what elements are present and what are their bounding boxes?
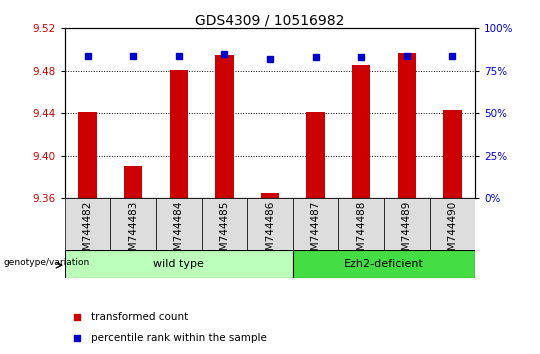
Bar [215, 55, 233, 198]
Text: GSM744482: GSM744482 [83, 201, 92, 264]
Text: GSM744487: GSM744487 [310, 201, 321, 264]
Bar [78, 112, 97, 198]
Bar [65, 198, 110, 250]
Bar [293, 250, 475, 278]
Bar [124, 166, 143, 198]
Bar [170, 70, 188, 198]
Title: GDS4309 / 10516982: GDS4309 / 10516982 [195, 13, 345, 27]
Text: GSM744489: GSM744489 [402, 201, 412, 264]
Text: wild type: wild type [153, 259, 204, 269]
Bar [201, 198, 247, 250]
Text: Ezh2-deficient: Ezh2-deficient [344, 259, 424, 269]
Text: GSM744486: GSM744486 [265, 201, 275, 264]
Bar [110, 198, 156, 250]
Text: percentile rank within the sample: percentile rank within the sample [91, 332, 267, 343]
Bar [65, 250, 293, 278]
Bar [352, 65, 370, 198]
Text: GSM744483: GSM744483 [128, 201, 138, 264]
Bar [261, 193, 279, 198]
Text: GSM744490: GSM744490 [448, 201, 457, 264]
Text: GSM744488: GSM744488 [356, 201, 366, 264]
Bar [307, 112, 325, 198]
Text: genotype/variation: genotype/variation [3, 258, 90, 267]
Bar [247, 198, 293, 250]
Bar [443, 110, 462, 198]
Bar [339, 198, 384, 250]
Bar [430, 198, 475, 250]
Text: GSM744485: GSM744485 [219, 201, 230, 264]
Bar [384, 198, 430, 250]
Text: transformed count: transformed count [91, 312, 188, 322]
Bar [397, 53, 416, 198]
Bar [293, 198, 339, 250]
Bar [156, 198, 201, 250]
Text: GSM744484: GSM744484 [174, 201, 184, 264]
